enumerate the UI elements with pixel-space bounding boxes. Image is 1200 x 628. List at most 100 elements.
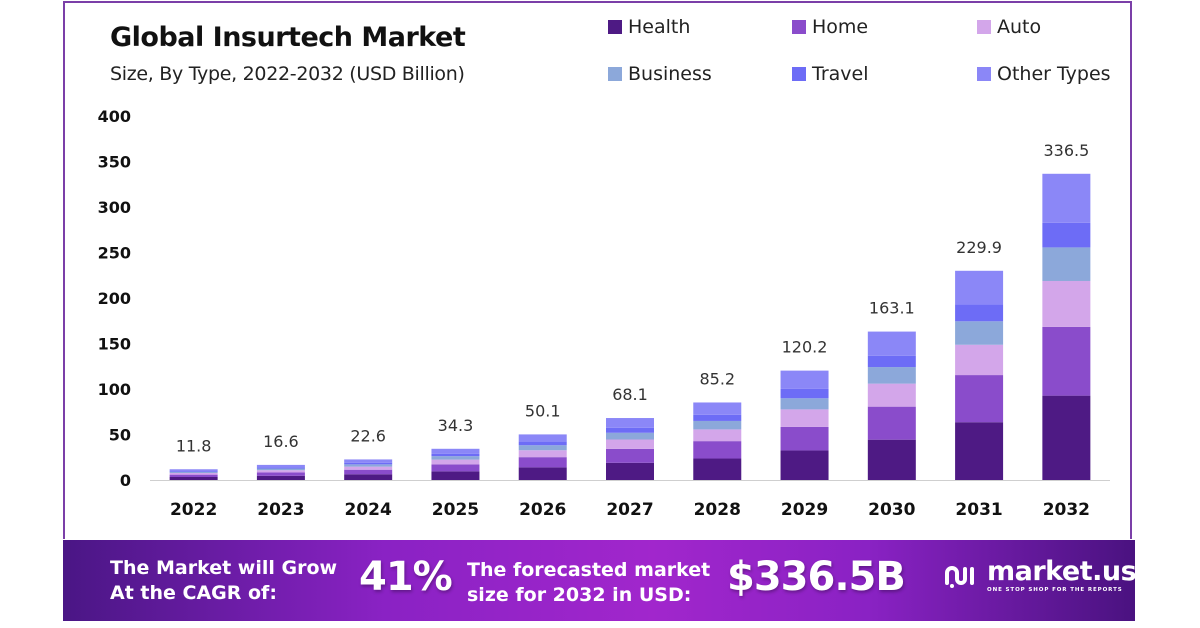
x-tick-label-2029: 2029 xyxy=(781,500,828,520)
bar-segment-health-2031 xyxy=(955,422,1004,480)
cagr-value: 41% xyxy=(359,554,453,600)
data-label-2030: 163.1 xyxy=(869,299,915,318)
legend-label-home: Home xyxy=(812,16,869,38)
bar-segment-travel-2027 xyxy=(606,427,654,433)
data-label-2023: 16.6 xyxy=(263,432,299,451)
bar-segment-auto-2026 xyxy=(518,450,567,458)
bar-segment-business-2027 xyxy=(606,432,654,440)
bar-segment-health-2022 xyxy=(169,476,218,480)
legend-label-travel: Travel xyxy=(812,63,869,85)
bar-segment-home-2032 xyxy=(1042,326,1091,396)
legend-item-other-types: Other Types xyxy=(977,63,1111,85)
bar-segment-health-2029 xyxy=(780,450,829,480)
bar-segment-home-2030 xyxy=(867,406,916,440)
bar-segment-business-2022 xyxy=(169,471,218,473)
bar-segment-health-2024 xyxy=(344,474,393,480)
bar-segment-business-2024 xyxy=(344,464,393,467)
bar-segment-auto-2023 xyxy=(256,470,305,473)
data-label-2025: 34.3 xyxy=(438,416,474,435)
data-label-2031: 229.9 xyxy=(956,238,1002,257)
y-tick-label: 200 xyxy=(98,289,131,308)
forecast-text-line2: size for 2032 in USD: xyxy=(467,584,692,606)
bar-segment-travel-2030 xyxy=(867,355,916,368)
legend-item-health: Health xyxy=(608,16,690,38)
bar-segment-other-types-2022 xyxy=(169,469,218,471)
y-tick-label: 250 xyxy=(98,244,131,263)
x-tick-label-2025: 2025 xyxy=(432,500,479,520)
bar-segment-home-2024 xyxy=(344,469,393,475)
y-tick-label: 350 xyxy=(98,153,131,172)
bar-segment-travel-2028 xyxy=(693,414,742,421)
data-label-2027: 68.1 xyxy=(612,385,648,404)
y-tick-label: 150 xyxy=(98,335,131,354)
x-tick-label-2027: 2027 xyxy=(606,500,653,520)
bar-segment-business-2026 xyxy=(518,445,567,451)
cagr-description: The Market will Grow At the CAGR of: xyxy=(110,556,337,606)
x-tick-label-2024: 2024 xyxy=(345,500,392,520)
market-us-logo-icon xyxy=(945,565,974,588)
bar-segment-home-2022 xyxy=(169,474,218,477)
legend-label-health: Health xyxy=(628,16,691,38)
bar-segment-travel-2032 xyxy=(1042,222,1091,248)
data-label-2028: 85.2 xyxy=(699,369,735,388)
cagr-banner: The Market will Grow At the CAGR of: 41%… xyxy=(63,540,1137,621)
chart-subtitle: Size, By Type, 2022-2032 (USD Billion) xyxy=(110,63,465,85)
bar-segment-business-2025 xyxy=(431,456,480,460)
brand-tagline: ONE STOP SHOP FOR THE REPORTS xyxy=(987,587,1123,593)
bar-segment-business-2023 xyxy=(256,468,305,471)
bar-segment-travel-2026 xyxy=(518,441,567,446)
forecast-description: The forecasted market size for 2032 in U… xyxy=(467,558,710,608)
bar-stack-2031 xyxy=(955,270,1004,480)
bar-segment-business-2028 xyxy=(693,420,742,430)
forecast-text-line1: The forecasted market xyxy=(467,559,711,581)
brand-name: market.us xyxy=(987,556,1137,587)
bar-segment-auto-2030 xyxy=(867,383,916,407)
legend-swatch-auto xyxy=(977,20,991,34)
cagr-text-line1: The Market will Grow xyxy=(110,557,338,579)
legend-item-home: Home xyxy=(792,16,868,38)
bar-segment-auto-2025 xyxy=(431,459,480,465)
legend-label-other-types: Other Types xyxy=(997,63,1111,85)
bar-segment-travel-2023 xyxy=(256,467,305,469)
legend-item-travel: Travel xyxy=(792,63,868,85)
bar-segment-home-2028 xyxy=(693,441,742,459)
forecast-value: $336.5B xyxy=(727,554,906,600)
bar-segment-other-types-2028 xyxy=(693,402,742,415)
bar-stack-2025 xyxy=(431,448,480,480)
bar-stack-2027 xyxy=(606,418,654,480)
bar-segment-travel-2029 xyxy=(780,388,829,399)
x-tick-label-2030: 2030 xyxy=(868,500,915,520)
bar-segment-health-2023 xyxy=(256,475,305,480)
legend-swatch-other-types xyxy=(977,67,991,81)
x-tick-label-2028: 2028 xyxy=(694,500,741,520)
bar-segment-home-2023 xyxy=(256,472,305,476)
bar-segment-business-2029 xyxy=(780,398,829,410)
legend-swatch-health xyxy=(608,20,622,34)
x-tick-label-2032: 2032 xyxy=(1043,500,1090,520)
bar-segment-health-2025 xyxy=(431,471,480,480)
data-labels: 11.8 16.6 22.6 34.3 50.1 68.1 85.2 120.2 163.1 22… xyxy=(176,141,1089,455)
chart-title: Global Insurtech Market xyxy=(110,22,466,53)
x-tick-label-2026: 2026 xyxy=(519,500,566,520)
bar-segment-other-types-2025 xyxy=(431,448,480,454)
data-label-2022: 11.8 xyxy=(176,436,212,455)
bar-segment-other-types-2026 xyxy=(518,434,567,442)
x-axis: 2022 2023 2024 2025 2026 2027 2028 2029 2030 2031… xyxy=(170,500,1090,520)
bar-segment-auto-2022 xyxy=(169,472,218,475)
brand-text: market.us ONE STOP SHOP FOR THE REPORTS xyxy=(987,556,1137,594)
bar-segment-health-2028 xyxy=(693,458,742,480)
legend-label-auto: Auto xyxy=(997,16,1042,38)
bar-segment-business-2030 xyxy=(867,367,916,384)
y-tick-label: 400 xyxy=(98,107,131,126)
bar-segment-home-2027 xyxy=(606,448,654,463)
y-tick-label: 300 xyxy=(98,198,131,217)
bar-segment-other-types-2032 xyxy=(1042,173,1091,223)
legend-swatch-travel xyxy=(792,67,806,81)
x-tick-label-2022: 2022 xyxy=(170,500,217,520)
bar-segment-auto-2027 xyxy=(606,439,654,449)
data-label-2024: 22.6 xyxy=(350,426,386,445)
bar-segment-auto-2031 xyxy=(955,344,1004,376)
bar-segment-home-2025 xyxy=(431,464,480,472)
bar-stack-2026 xyxy=(518,434,567,480)
